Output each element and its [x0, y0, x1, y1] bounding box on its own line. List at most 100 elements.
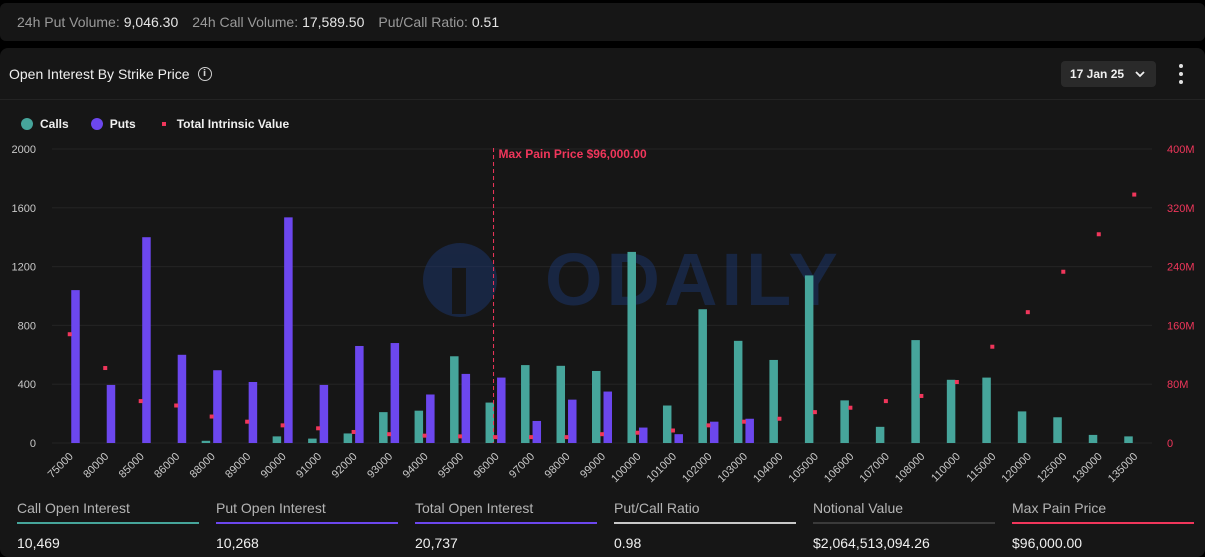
stat-label: Call Open Interest: [17, 500, 130, 516]
put-bar: [390, 343, 400, 443]
stat-underline: [17, 522, 199, 524]
call-bar: [769, 359, 778, 443]
put-bar: [177, 354, 187, 443]
stat-value: 10,268: [216, 535, 259, 551]
call-bar: [982, 377, 991, 443]
call-bar: [662, 405, 672, 443]
summary-bar: 24h Put Volume: 9,046.30 24h Call Volume:…: [0, 3, 1205, 41]
put-bar: [709, 421, 719, 443]
notional-value-stat: Notional Value $2,064,513,094.26: [813, 500, 995, 551]
expiry-date-value: 17 Jan 25: [1070, 67, 1125, 81]
right-axis-tick: 320M: [1167, 203, 1195, 215]
legend-item-intrinsic[interactable]: Total Intrinsic Value: [158, 117, 289, 131]
x-axis-tick: 86000: [152, 451, 182, 481]
x-axis-tick: 101000: [645, 451, 679, 485]
x-axis-tick: 88000: [188, 451, 218, 481]
call-bar: [911, 340, 920, 443]
call-volume-label: 24h Call Volume:: [192, 14, 299, 30]
x-axis-tick: 110000: [929, 451, 963, 485]
intrinsic-value-point: [635, 430, 640, 435]
call-bar: [698, 309, 707, 443]
stat-label: Total Open Interest: [415, 500, 534, 516]
intrinsic-value-point: [848, 405, 853, 410]
intrinsic-value-point: [174, 403, 179, 408]
call-bar: [521, 365, 530, 443]
x-axis-tick: 104000: [751, 451, 785, 485]
intrinsic-value-point: [1132, 192, 1137, 197]
x-axis-tick: 96000: [472, 451, 502, 481]
intrinsic-value-point: [316, 426, 321, 431]
x-axis-tick: 95000: [436, 451, 466, 481]
intrinsic-value-point: [564, 435, 569, 440]
more-options-button[interactable]: [1172, 64, 1190, 84]
left-axis-tick: 400: [18, 379, 36, 391]
put-bar: [426, 394, 435, 443]
stat-value: 10,469: [17, 535, 60, 551]
info-icon[interactable]: i: [197, 66, 212, 81]
call-bar: [450, 356, 459, 443]
call-bar: [946, 379, 956, 443]
puts-dot-icon: [90, 118, 103, 130]
put-bar: [497, 377, 506, 443]
left-axis-tick: 800: [18, 320, 36, 332]
x-axis-tick: 75000: [46, 451, 76, 481]
call-bar: [1088, 434, 1098, 443]
put-open-interest-stat: Put Open Interest 10,268: [216, 500, 398, 551]
more-dot-icon: [1179, 80, 1183, 84]
right-axis-tick: 0: [1167, 438, 1173, 450]
put-bar: [461, 373, 471, 443]
right-axis-tick: 80M: [1167, 379, 1188, 391]
open-interest-chart: 0 400 800 1200 1600 2000 0 80M 160M 240M 320M 400M O…: [12, 144, 1195, 485]
x-axis-tick: 102000: [680, 451, 714, 485]
x-axis-tick: 90000: [259, 451, 289, 481]
put-bar: [745, 418, 754, 443]
intrinsic-marker-icon: [161, 122, 166, 126]
right-axis-tick: 160M: [1167, 320, 1195, 332]
call-bar: [627, 251, 636, 443]
legend-item-calls[interactable]: Calls: [21, 117, 69, 131]
x-axis-tick: 85000: [117, 451, 147, 481]
expiry-date-select[interactable]: 17 Jan 25: [1061, 61, 1156, 87]
x-axis-tick: 108000: [893, 451, 927, 485]
panel-title: Open Interest By Strike Price: [9, 65, 190, 82]
x-axis-tick: 105000: [787, 451, 821, 485]
x-axis-tick: 98000: [543, 451, 573, 481]
put-bar: [319, 384, 329, 443]
stat-label: Put/Call Ratio: [614, 500, 700, 516]
more-dot-icon: [1179, 64, 1183, 68]
max-pain-price-stat: Max Pain Price $96,000.00: [1012, 500, 1194, 551]
call-bar: [840, 400, 849, 443]
intrinsic-value-point: [422, 433, 427, 438]
stat-label: Notional Value: [813, 500, 904, 516]
stat-value: $96,000.00: [1012, 535, 1083, 551]
watermark-text: ODAILY: [545, 238, 842, 321]
x-axis-tick: 89000: [223, 451, 253, 481]
intrinsic-value-point: [600, 432, 604, 437]
stat-underline: [415, 522, 597, 524]
stat-label: Max Pain Price: [1012, 500, 1107, 516]
stat-underline: [813, 522, 995, 524]
right-axis-tick: 400M: [1167, 144, 1195, 156]
put-volume-label: 24h Put Volume:: [17, 14, 120, 30]
legend-item-puts[interactable]: Puts: [90, 117, 136, 131]
x-axis-tick: 94000: [401, 451, 431, 481]
intrinsic-value-point: [741, 419, 746, 424]
call-bar: [733, 340, 743, 443]
intrinsic-value-point: [1096, 232, 1101, 237]
open-interest-panel: Open Interest By Strike Price i 17 Jan 2…: [0, 48, 1205, 557]
intrinsic-value-point: [529, 435, 534, 440]
put-volume-stat: 24h Put Volume: 9,046.30: [17, 14, 178, 30]
intrinsic-value-point: [209, 414, 214, 419]
put-bar: [355, 345, 364, 443]
x-axis-tick: 99000: [578, 451, 608, 481]
put-bar: [142, 237, 151, 443]
left-axis-tick: 0: [30, 438, 36, 450]
call-bar: [343, 433, 353, 443]
call-volume-value: 17,589.50: [302, 14, 365, 30]
legend-intrinsic-label: Total Intrinsic Value: [176, 117, 290, 131]
put-bar: [106, 384, 116, 443]
chart-legend: Calls Puts Total Intrinsic Value: [21, 117, 289, 131]
intrinsic-value-point: [990, 344, 995, 349]
intrinsic-value-point: [706, 423, 711, 428]
x-axis-tick: 120000: [999, 451, 1033, 485]
